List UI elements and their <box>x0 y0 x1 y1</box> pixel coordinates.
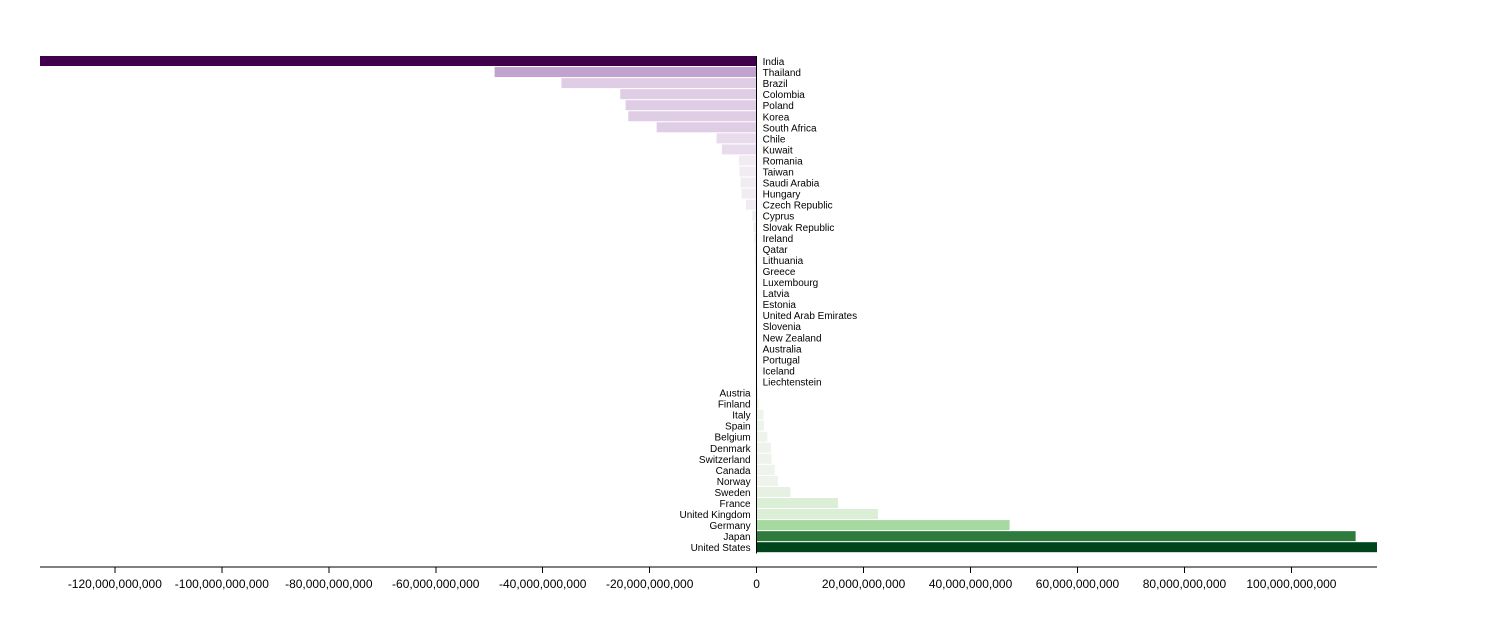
label-qatar: Qatar <box>763 245 789 256</box>
x-tick-label: -120,000,000,000 <box>68 577 162 591</box>
x-ticks-group: -120,000,000,000 -100,000,000,000 -80,000,… <box>68 567 1337 591</box>
label-brazil: Brazil <box>763 79 788 90</box>
label-slovenia: Slovenia <box>763 322 802 333</box>
label-united-arab-emirates: United Arab Emirates <box>763 311 858 322</box>
bar-lithuania <box>755 254 757 265</box>
label-australia: Australia <box>763 344 802 355</box>
bar-norway <box>756 475 779 486</box>
label-united-kingdom: United Kingdom <box>679 510 750 521</box>
bar-qatar <box>754 243 757 254</box>
x-tick-label: 80,000,000,000 <box>1143 577 1227 591</box>
label-finland: Finland <box>718 400 751 411</box>
label-new-zealand: New Zealand <box>763 333 822 344</box>
x-tick-label: 20,000,000,000 <box>822 577 906 591</box>
label-iceland: Iceland <box>763 366 795 377</box>
bar-thailand <box>494 67 757 78</box>
label-india: India <box>763 57 785 68</box>
bar-austria <box>756 387 758 398</box>
x-tick-label: -40,000,000,000 <box>499 577 587 591</box>
bar-denmark <box>756 442 772 453</box>
bar-sweden <box>756 486 791 497</box>
label-poland: Poland <box>763 101 794 112</box>
label-cyprus: Cyprus <box>763 212 795 223</box>
label-slovak-republic: Slovak Republic <box>763 223 835 234</box>
label-luxembourg: Luxembourg <box>763 278 819 289</box>
bar-canada <box>756 464 775 475</box>
label-denmark: Denmark <box>710 444 752 455</box>
label-norway: Norway <box>717 477 751 488</box>
bar-korea <box>628 111 757 122</box>
label-france: France <box>720 499 752 510</box>
bar-luxembourg <box>755 277 757 287</box>
bars-group <box>40 56 1377 553</box>
label-united-states: United States <box>691 543 751 554</box>
label-estonia: Estonia <box>763 300 797 311</box>
label-thailand: Thailand <box>763 68 801 79</box>
label-czech-republic: Czech Republic <box>763 201 833 212</box>
bar-slovak-republic <box>753 221 757 232</box>
label-spain: Spain <box>725 422 751 433</box>
label-kuwait: Kuwait <box>763 145 793 156</box>
label-latvia: Latvia <box>763 289 790 300</box>
country-labels-group: IndiaThailandBrazilColombiaPolandKoreaSo… <box>679 57 857 554</box>
bar-germany <box>756 520 1010 531</box>
x-tick-label: -20,000,000,000 <box>606 577 694 591</box>
label-germany: Germany <box>710 521 751 532</box>
bar-taiwan <box>739 166 757 177</box>
bar-chile <box>716 133 757 144</box>
bar-ireland <box>754 232 757 243</box>
label-austria: Austria <box>720 389 752 400</box>
x-tick-label: 0 <box>753 577 760 591</box>
label-japan: Japan <box>723 532 750 543</box>
label-sweden: Sweden <box>714 488 750 499</box>
label-portugal: Portugal <box>763 355 800 366</box>
label-italy: Italy <box>732 411 750 422</box>
bar-united-states <box>756 542 1377 553</box>
bar-spain <box>756 420 765 431</box>
label-south-africa: South Africa <box>763 123 817 134</box>
bar-saudi-arabia <box>740 177 757 188</box>
x-tick-label: 40,000,000,000 <box>929 577 1013 591</box>
bar-kuwait <box>721 144 757 155</box>
bar-france <box>756 498 838 508</box>
x-tick-label: -100,000,000,000 <box>175 577 269 591</box>
bar-italy <box>756 409 764 420</box>
bar-switzerland <box>756 453 772 464</box>
bar-japan <box>756 531 1356 542</box>
bar-cyprus <box>752 210 757 221</box>
bar-south-africa <box>656 122 757 133</box>
label-greece: Greece <box>763 267 796 278</box>
bar-belgium <box>756 431 768 442</box>
x-tick-label: 60,000,000,000 <box>1036 577 1120 591</box>
label-chile: Chile <box>763 134 786 145</box>
label-ireland: Ireland <box>763 234 794 245</box>
label-colombia: Colombia <box>763 90 806 101</box>
label-switzerland: Switzerland <box>699 455 751 466</box>
bar-brazil <box>561 78 757 89</box>
label-canada: Canada <box>716 466 751 477</box>
bar-finland <box>756 398 759 409</box>
label-korea: Korea <box>763 112 790 123</box>
x-tick-label: 100,000,000,000 <box>1246 577 1336 591</box>
bar-poland <box>625 100 757 111</box>
bar-colombia <box>620 89 757 100</box>
bar-united-kingdom <box>756 509 879 520</box>
bar-czech-republic <box>745 199 757 210</box>
label-taiwan: Taiwan <box>763 168 794 179</box>
bar-greece <box>755 265 757 276</box>
x-tick-label: -60,000,000,000 <box>392 577 480 591</box>
bar-hungary <box>741 188 757 199</box>
bar-romania <box>738 155 757 166</box>
label-belgium: Belgium <box>714 433 750 444</box>
bar-india <box>40 56 757 66</box>
x-tick-label: -80,000,000,000 <box>285 577 373 591</box>
label-saudi-arabia: Saudi Arabia <box>763 179 820 190</box>
label-liechtenstein: Liechtenstein <box>763 377 822 388</box>
label-lithuania: Lithuania <box>763 256 804 267</box>
label-hungary: Hungary <box>763 190 801 201</box>
x-axis: -120,000,000,000 -100,000,000,000 -80,000,… <box>40 566 1377 591</box>
label-romania: Romania <box>763 156 803 167</box>
